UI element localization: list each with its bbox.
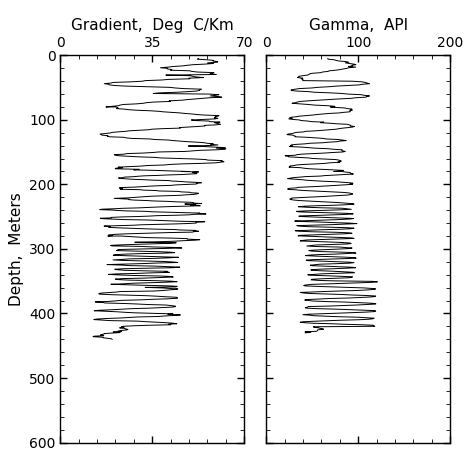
X-axis label: Gamma,  API: Gamma, API	[308, 18, 407, 33]
X-axis label: Gradient,  Deg  C/Km: Gradient, Deg C/Km	[71, 18, 233, 33]
Y-axis label: Depth,  Meters: Depth, Meters	[8, 192, 24, 306]
